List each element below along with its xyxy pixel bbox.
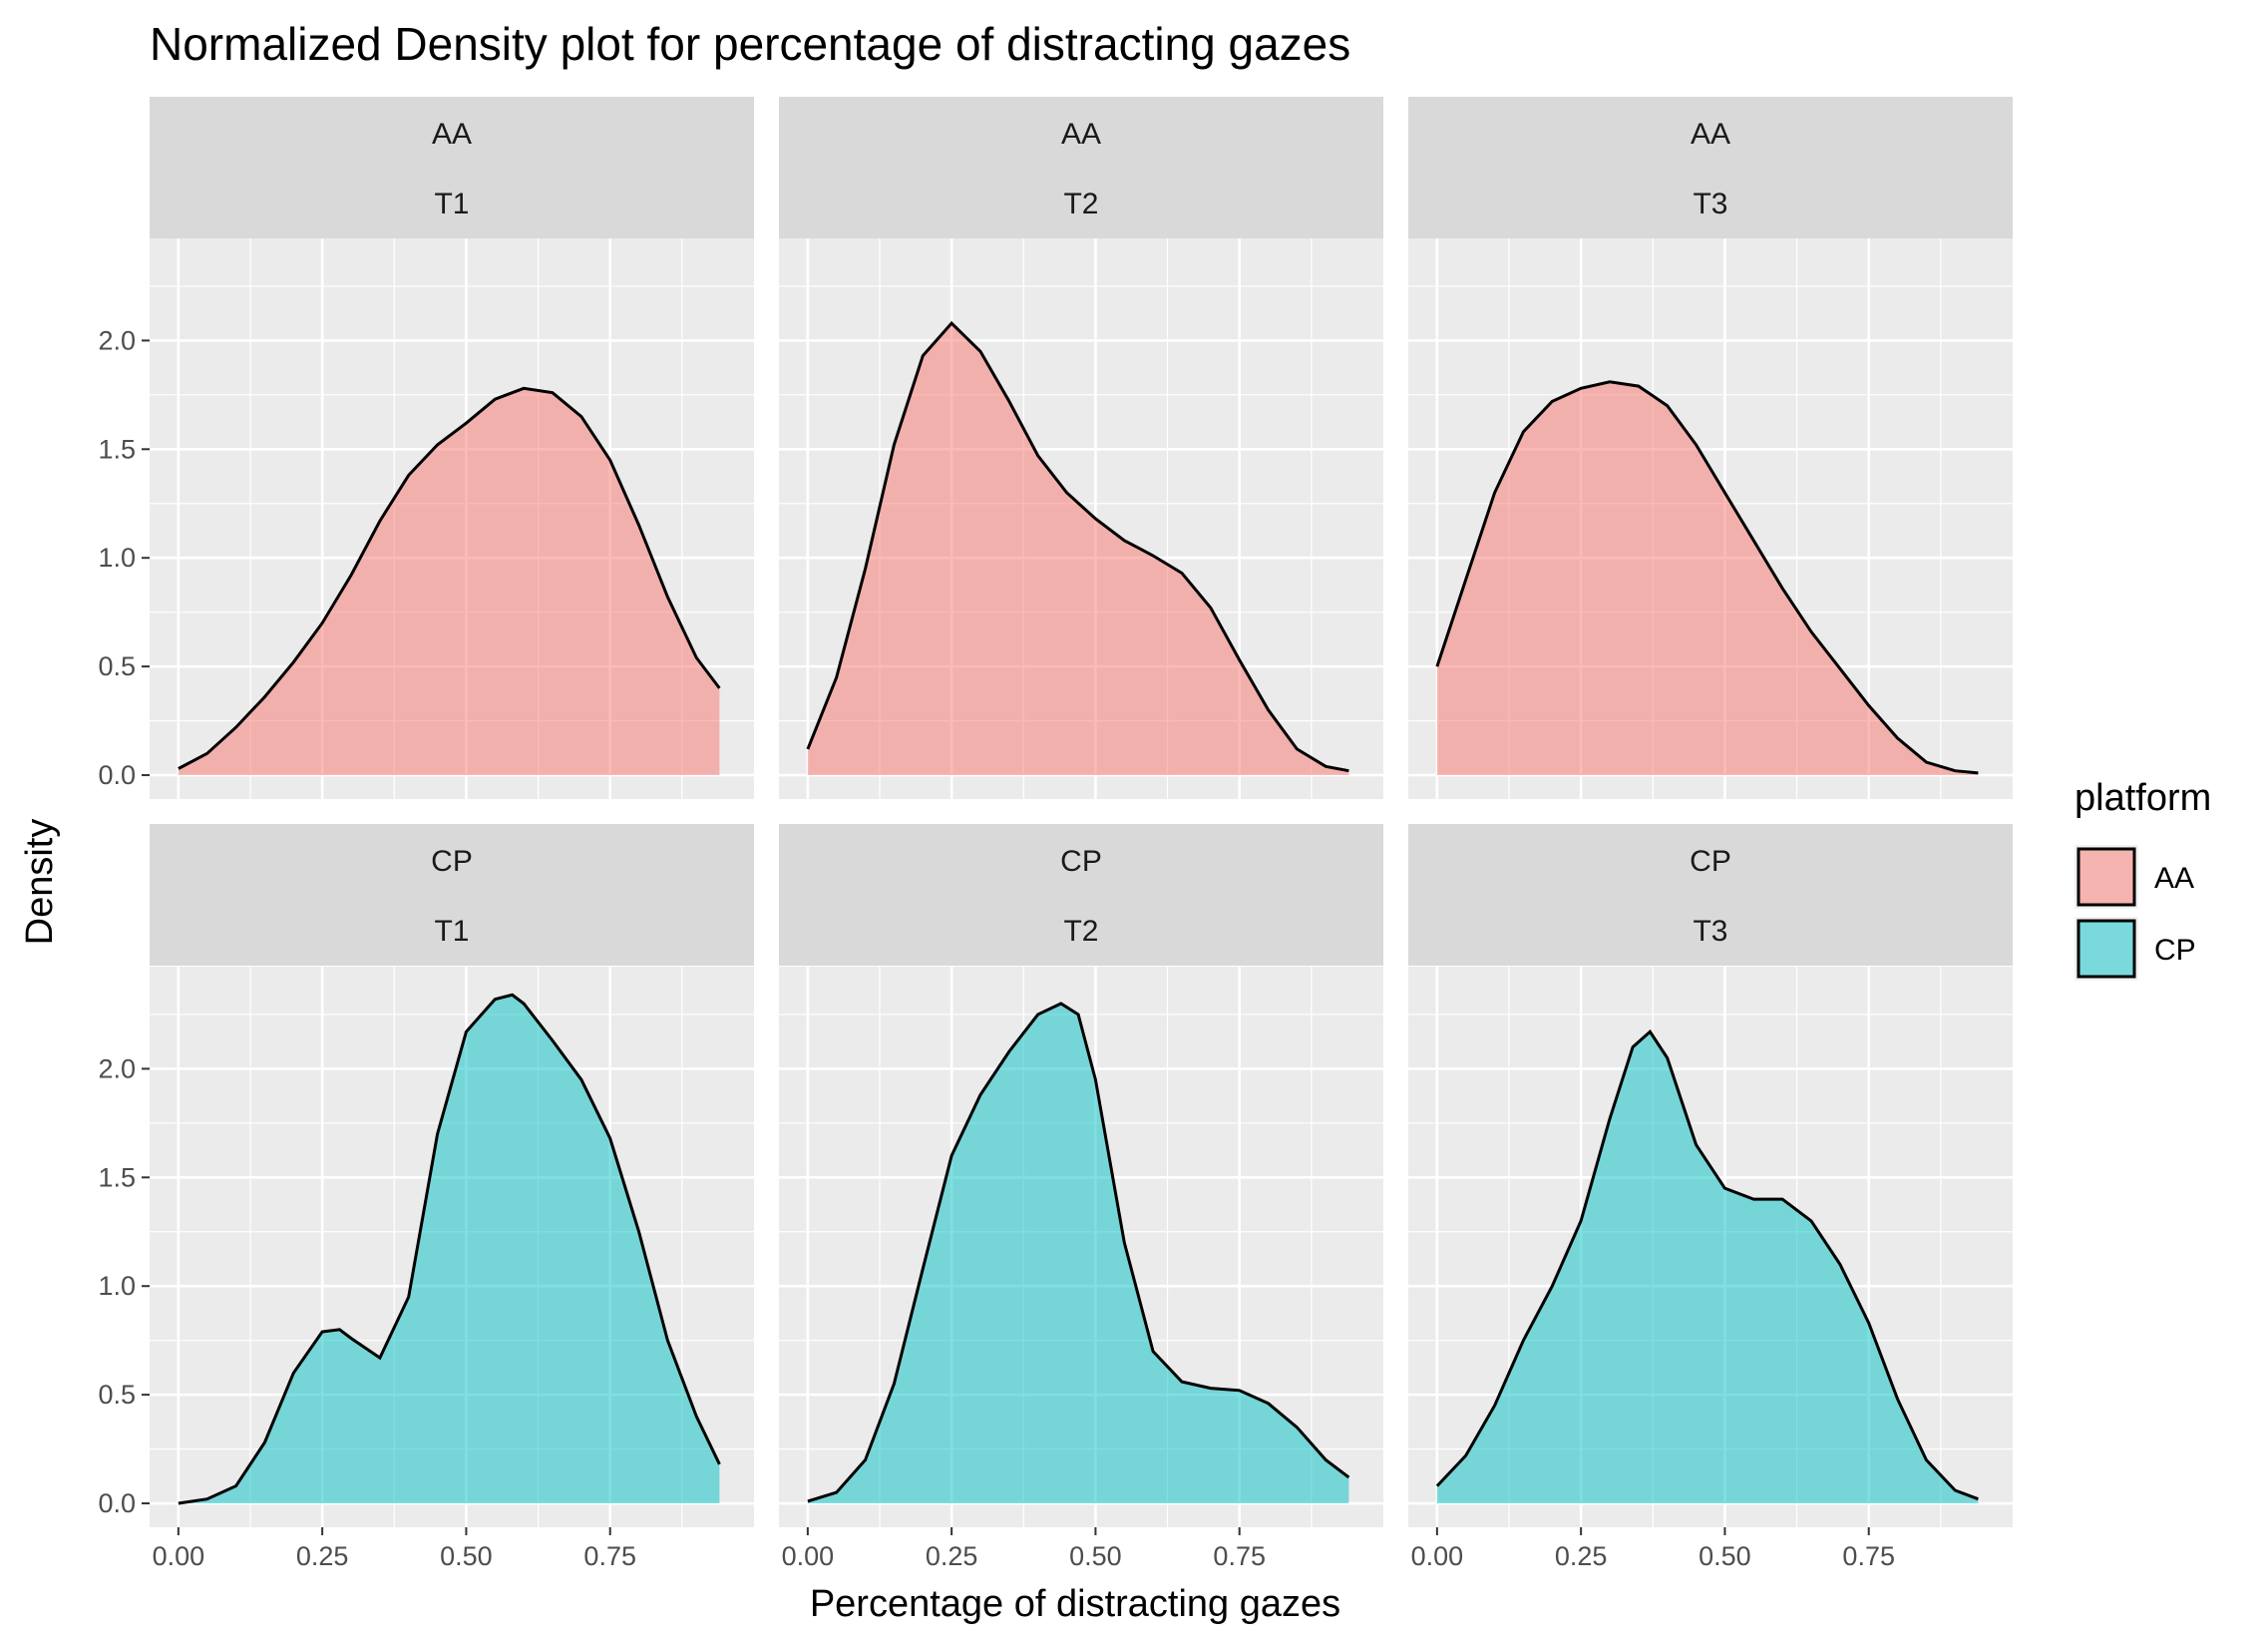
density-curve: [806, 320, 1349, 773]
density-area: [178, 388, 720, 775]
strip-label-platform: AA: [1691, 118, 1730, 151]
strip-label-time: T1: [434, 188, 469, 220]
facet-strip: [150, 824, 754, 966]
panel-aa-t2: AA T2: [779, 97, 1383, 799]
facet-strip: [1408, 97, 2013, 238]
x-tick-label: 0.00: [153, 1541, 205, 1571]
x-tick-label: 0.50: [440, 1541, 493, 1571]
density-area: [1436, 381, 1979, 775]
strip-label-platform: AA: [1061, 118, 1101, 151]
density-curve: [178, 993, 721, 1505]
strip-label-platform: CP: [431, 845, 473, 878]
x-tick-label: 0.25: [296, 1541, 349, 1571]
strip-label-time: T2: [1063, 188, 1098, 220]
x-tick-label: 0.75: [1842, 1541, 1895, 1571]
y-axis-title: Density: [19, 819, 61, 946]
legend-item-aa: AA: [2075, 845, 2194, 909]
legend: platform AA CP: [2075, 777, 2211, 981]
density-curve: [1435, 380, 1979, 775]
y-tick-label: 0.5: [98, 1380, 136, 1410]
density-curve: [807, 1002, 1350, 1503]
y-tick-label: 0.5: [98, 651, 136, 681]
facet-strip: [779, 97, 1383, 238]
strip-label-time: T2: [1063, 915, 1098, 948]
density-area: [1436, 1031, 1979, 1503]
strip-label-platform: CP: [1060, 845, 1102, 878]
legend-label: CP: [2154, 934, 2196, 967]
density-area: [807, 1004, 1349, 1503]
y-tick-label: 2.0: [98, 325, 136, 355]
y-tick-label: 0.0: [98, 1488, 136, 1518]
strip-label-time: T1: [434, 915, 469, 948]
panel-aa-t1: AA T1 0.0 0.5 1.0 1.5 2.0: [98, 97, 754, 799]
y-tick-label: 1.0: [98, 543, 136, 573]
density-area: [178, 995, 720, 1503]
facet-strip: [1408, 824, 2013, 966]
density-curve: [178, 386, 721, 770]
y-tick-label: 0.0: [98, 760, 136, 790]
x-axis-title: Percentage of distracting gazes: [810, 1583, 1340, 1625]
legend-key-swatch: [2077, 919, 2136, 979]
legend-item-cp: CP: [2075, 917, 2196, 981]
x-tick-label: 0.75: [583, 1541, 636, 1571]
legend-key-swatch: [2077, 847, 2136, 907]
facet-strip: [150, 97, 754, 238]
panel-cp-t2: CP T2 0.00 0.25 0.50 0.75: [779, 824, 1383, 1571]
facet-panels: AA T1 0.0 0.5 1.0 1.5 2.0 AA T2 AA T3 CP T1 0.0 0.5 1.0…: [98, 97, 2013, 1571]
panel-aa-t3: AA T3: [1408, 97, 2013, 799]
legend-title: platform: [2075, 777, 2211, 819]
x-tick-label: 0.75: [1213, 1541, 1266, 1571]
legend-items: AA CP: [2075, 845, 2196, 981]
x-tick-label: 0.50: [1699, 1541, 1751, 1571]
x-tick-label: 0.25: [1555, 1541, 1608, 1571]
density-area: [807, 323, 1349, 775]
y-tick-label: 1.5: [98, 434, 136, 464]
panel-cp-t1: CP T1 0.0 0.5 1.0 1.5 2.0 0.00 0.25 0.50 0.75: [98, 824, 754, 1571]
x-tick-label: 0.50: [1069, 1541, 1122, 1571]
panel-cp-t3: CP T3 0.00 0.25 0.50 0.75: [1408, 824, 2013, 1571]
chart-title: Normalized Density plot for percentage o…: [150, 18, 1350, 70]
x-tick-label: 0.00: [782, 1541, 835, 1571]
facet-strip: [779, 824, 1383, 966]
x-tick-label: 0.00: [1411, 1541, 1464, 1571]
x-tick-label: 0.25: [926, 1541, 978, 1571]
density-curve: [1435, 1029, 1979, 1501]
strip-label-time: T3: [1693, 915, 1727, 948]
y-tick-label: 1.0: [98, 1271, 136, 1301]
strip-label-time: T3: [1693, 188, 1727, 220]
strip-label-platform: CP: [1690, 845, 1731, 878]
strip-label-platform: AA: [432, 118, 472, 151]
legend-label: AA: [2154, 862, 2194, 895]
y-tick-label: 2.0: [98, 1053, 136, 1083]
y-tick-label: 1.5: [98, 1162, 136, 1192]
